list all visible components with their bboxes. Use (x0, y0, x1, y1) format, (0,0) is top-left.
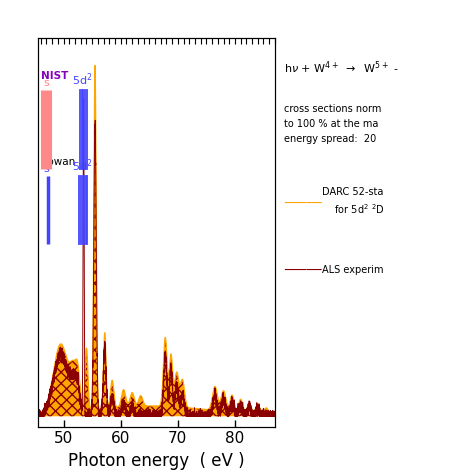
Text: h$\nu$ + W$^{4+}$ $\rightarrow$  W$^{5+}$ -: h$\nu$ + W$^{4+}$ $\rightarrow$ W$^{5+}$… (284, 59, 399, 76)
Text: ─────: ───── (284, 197, 322, 210)
Text: DARC 52-sta
    for 5d$^2$ $^2$D: DARC 52-sta for 5d$^2$ $^2$D (322, 187, 385, 216)
Text: s: s (44, 78, 49, 88)
Text: s: s (44, 164, 49, 174)
Text: ─────: ───── (284, 264, 322, 277)
Text: ALS experim: ALS experim (322, 265, 384, 275)
X-axis label: Photon energy  ( eV ): Photon energy ( eV ) (68, 452, 245, 470)
Text: Cowan: Cowan (41, 157, 76, 167)
Text: 5d$^2$: 5d$^2$ (72, 71, 92, 88)
Text: NIST: NIST (41, 71, 68, 81)
Text: 5d$^2$: 5d$^2$ (72, 157, 92, 174)
Text: cross sections norm
to 100 % at the ma
energy spread:  20: cross sections norm to 100 % at the ma e… (284, 104, 382, 144)
